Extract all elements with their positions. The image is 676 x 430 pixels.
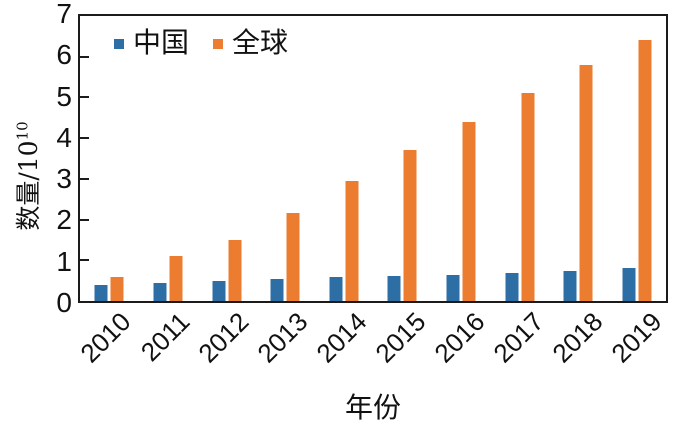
- y-axis-title-exponent: 10: [13, 121, 32, 141]
- bar-2014-global: [345, 180, 359, 301]
- bar-2018-global: [579, 64, 593, 301]
- plot-area: 中国 全球: [78, 14, 668, 303]
- bar-group-2015: [387, 150, 417, 301]
- bar-2010-china: [94, 284, 108, 301]
- bar-group-2014: [329, 180, 359, 301]
- bar-group-2011: [153, 256, 183, 301]
- y-tick-mark-2: [80, 218, 89, 221]
- bar-2012-china: [212, 280, 225, 301]
- y-tick-mark-1: [80, 259, 89, 262]
- legend: 中国 全球: [114, 27, 288, 59]
- bar-2011-global: [169, 256, 183, 301]
- x-axis-title: 年份: [344, 391, 401, 424]
- y-tick-mark-4: [80, 137, 89, 140]
- y-tick-label-2: 2: [56, 204, 72, 236]
- bars-layer: [80, 16, 666, 301]
- bar-group-2017: [505, 93, 534, 301]
- y-tick-label-6: 6: [56, 39, 72, 71]
- bar-2012-global: [228, 239, 241, 301]
- legend-swatch-china: [114, 39, 124, 49]
- bar-2010-global: [110, 276, 124, 301]
- bar-2013-global: [286, 213, 300, 301]
- bar-group-2018: [563, 64, 593, 301]
- bar-2017-china: [505, 272, 518, 301]
- bar-2019-global: [638, 40, 652, 301]
- y-tick-label-5: 5: [56, 80, 72, 112]
- bar-2014-china: [329, 276, 343, 301]
- bar-2017-global: [521, 93, 534, 301]
- y-tick-mark-5: [80, 96, 89, 99]
- y-tick-mark-6: [80, 55, 89, 58]
- legend-swatch-global: [213, 39, 224, 49]
- bar-2015-global: [403, 150, 417, 301]
- bar-group-2012: [212, 239, 241, 301]
- bar-2016-global: [462, 121, 476, 301]
- bar-2011-china: [153, 282, 167, 301]
- legend-label-china: 中国: [133, 26, 190, 59]
- bar-2018-china: [563, 271, 577, 301]
- bar-2019-china: [622, 268, 636, 301]
- legend-label-global: 全球: [232, 26, 289, 59]
- y-tick-label-4: 4: [56, 121, 72, 153]
- bar-2016-china: [446, 274, 460, 301]
- bar-group-2019: [622, 40, 652, 301]
- bar-2015-china: [387, 275, 401, 301]
- y-tick-label-7: 7: [56, 0, 72, 29]
- y-tick-label-0: 0: [56, 287, 72, 318]
- y-tick-label-1: 1: [56, 245, 72, 277]
- bar-2013-china: [270, 278, 284, 301]
- bar-group-2013: [270, 213, 300, 301]
- y-tick-label-3: 3: [56, 163, 72, 195]
- bar-group-2016: [446, 121, 476, 301]
- bar-group-2010: [94, 276, 124, 301]
- y-tick-mark-3: [80, 177, 89, 180]
